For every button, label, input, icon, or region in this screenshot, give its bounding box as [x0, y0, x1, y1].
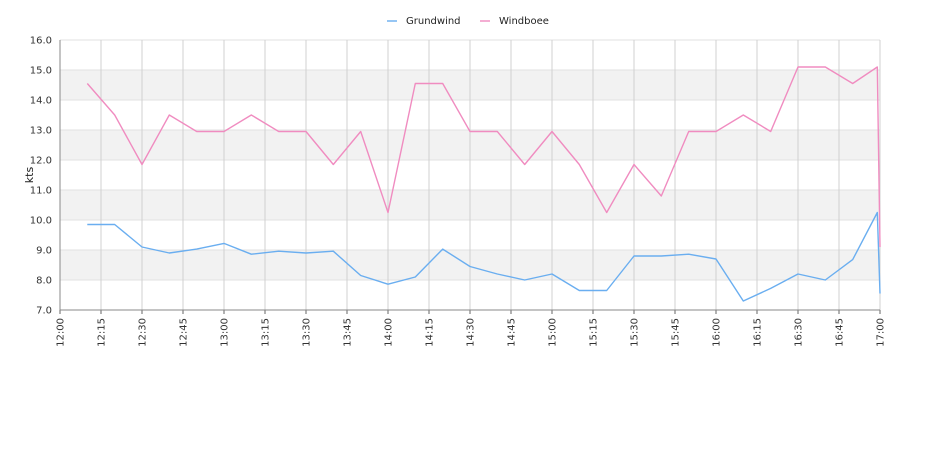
chart-legend: Grundwind Windboee [387, 16, 549, 27]
x-tick-label: 17:00 [876, 318, 887, 347]
x-tick-label: 16:45 [835, 318, 846, 347]
x-tick-label: 13:45 [343, 318, 354, 347]
y-tick-label: 7.0 [36, 306, 52, 317]
x-tick-label: 13:00 [220, 318, 231, 347]
x-tick-label: 14:15 [425, 318, 436, 347]
x-tick-label: 16:15 [753, 318, 764, 347]
x-tick-label: 15:45 [671, 318, 682, 347]
x-tick-label: 15:30 [630, 318, 641, 347]
x-tick-label: 12:15 [97, 318, 108, 347]
x-tick-label: 12:45 [179, 318, 190, 347]
y-tick-label: 9.0 [36, 246, 52, 257]
x-tick-label: 16:00 [712, 318, 723, 347]
legend-label: Windboee [499, 16, 549, 27]
y-axis-label: kts [23, 167, 36, 184]
plot-axes: 7.0 8.0 9.0 10.0 11.0 12.0 13.0 14.0 15.0 16.0 12:… [30, 36, 887, 347]
y-tick-label: 14.0 [30, 96, 52, 107]
y-tick-label: 13.0 [30, 126, 52, 137]
y-tick-label: 11.0 [30, 186, 52, 197]
y-tick-label: 12.0 [30, 156, 52, 167]
y-tick-label: 15.0 [30, 66, 52, 77]
x-tick-label: 16:30 [794, 318, 805, 347]
x-tick-label: 12:00 [56, 318, 67, 347]
plot-series [86, 66, 881, 302]
x-tick-label: 12:30 [138, 318, 149, 347]
y-tick-label: 16.0 [30, 36, 52, 47]
y-tick-label: 10.0 [30, 216, 52, 227]
x-tick-label: 15:15 [589, 318, 600, 347]
x-tick-label: 14:45 [507, 318, 518, 347]
x-tick-label: 14:30 [466, 318, 477, 347]
y-tick-label: 8.0 [36, 276, 52, 287]
legend-label: Grundwind [406, 16, 461, 27]
x-tick-label: 15:00 [548, 318, 559, 347]
x-tick-label: 13:30 [302, 318, 313, 347]
x-tick-label: 13:15 [261, 318, 272, 347]
plot-grid [59, 39, 881, 311]
x-tick-label: 14:00 [384, 318, 395, 347]
